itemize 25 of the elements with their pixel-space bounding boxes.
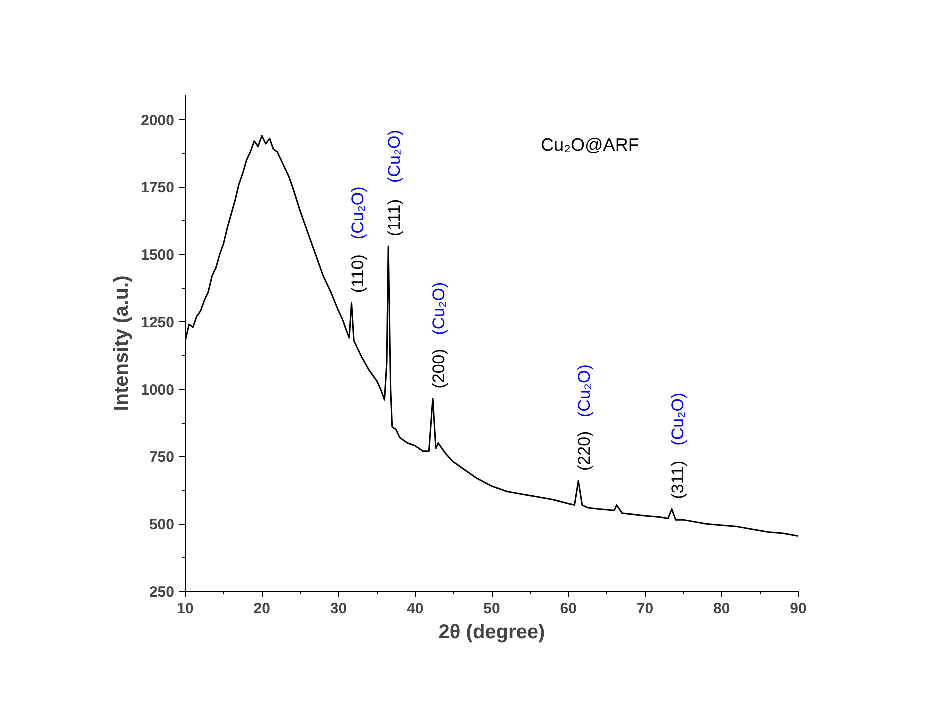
x-tick-label: 30 — [330, 600, 348, 618]
annotation: (220) (Cu₂O) — [575, 364, 594, 471]
y-tick-label: 1750 — [141, 180, 175, 197]
x-tick-label: 90 — [790, 600, 807, 618]
annotation: (110) (Cu₂O) — [348, 186, 368, 294]
annotation: (200) (Cu₂O) — [430, 282, 448, 389]
y-tick-label: 750 — [149, 449, 175, 466]
annotation: (111) (Cu₂O) — [385, 130, 404, 236]
y-tick-label: 2000 — [141, 112, 175, 130]
y-axis-title: Intensity (a.u.) — [111, 276, 134, 412]
x-tick-label: 80 — [714, 600, 730, 618]
annotation: Cu₂O@ARF — [541, 135, 640, 156]
x-tick-label: 60 — [560, 600, 577, 618]
y-tick-label: 1250 — [141, 314, 175, 332]
x-tick-label: 40 — [407, 600, 424, 618]
y-tick-label: 250 — [149, 584, 175, 601]
x-tick-label: 20 — [254, 600, 270, 618]
y-tick-label: 1000 — [141, 382, 175, 399]
y-tick-label: 500 — [149, 516, 175, 534]
x-tick-label: 50 — [484, 600, 500, 618]
annotation: (311) (Cu₂O) — [668, 392, 688, 500]
x-tick-label: 10 — [177, 600, 194, 618]
x-tick-label: 70 — [636, 600, 654, 618]
x-axis-title: 2θ (degree) — [438, 622, 546, 644]
y-tick-label: 1500 — [141, 247, 175, 264]
